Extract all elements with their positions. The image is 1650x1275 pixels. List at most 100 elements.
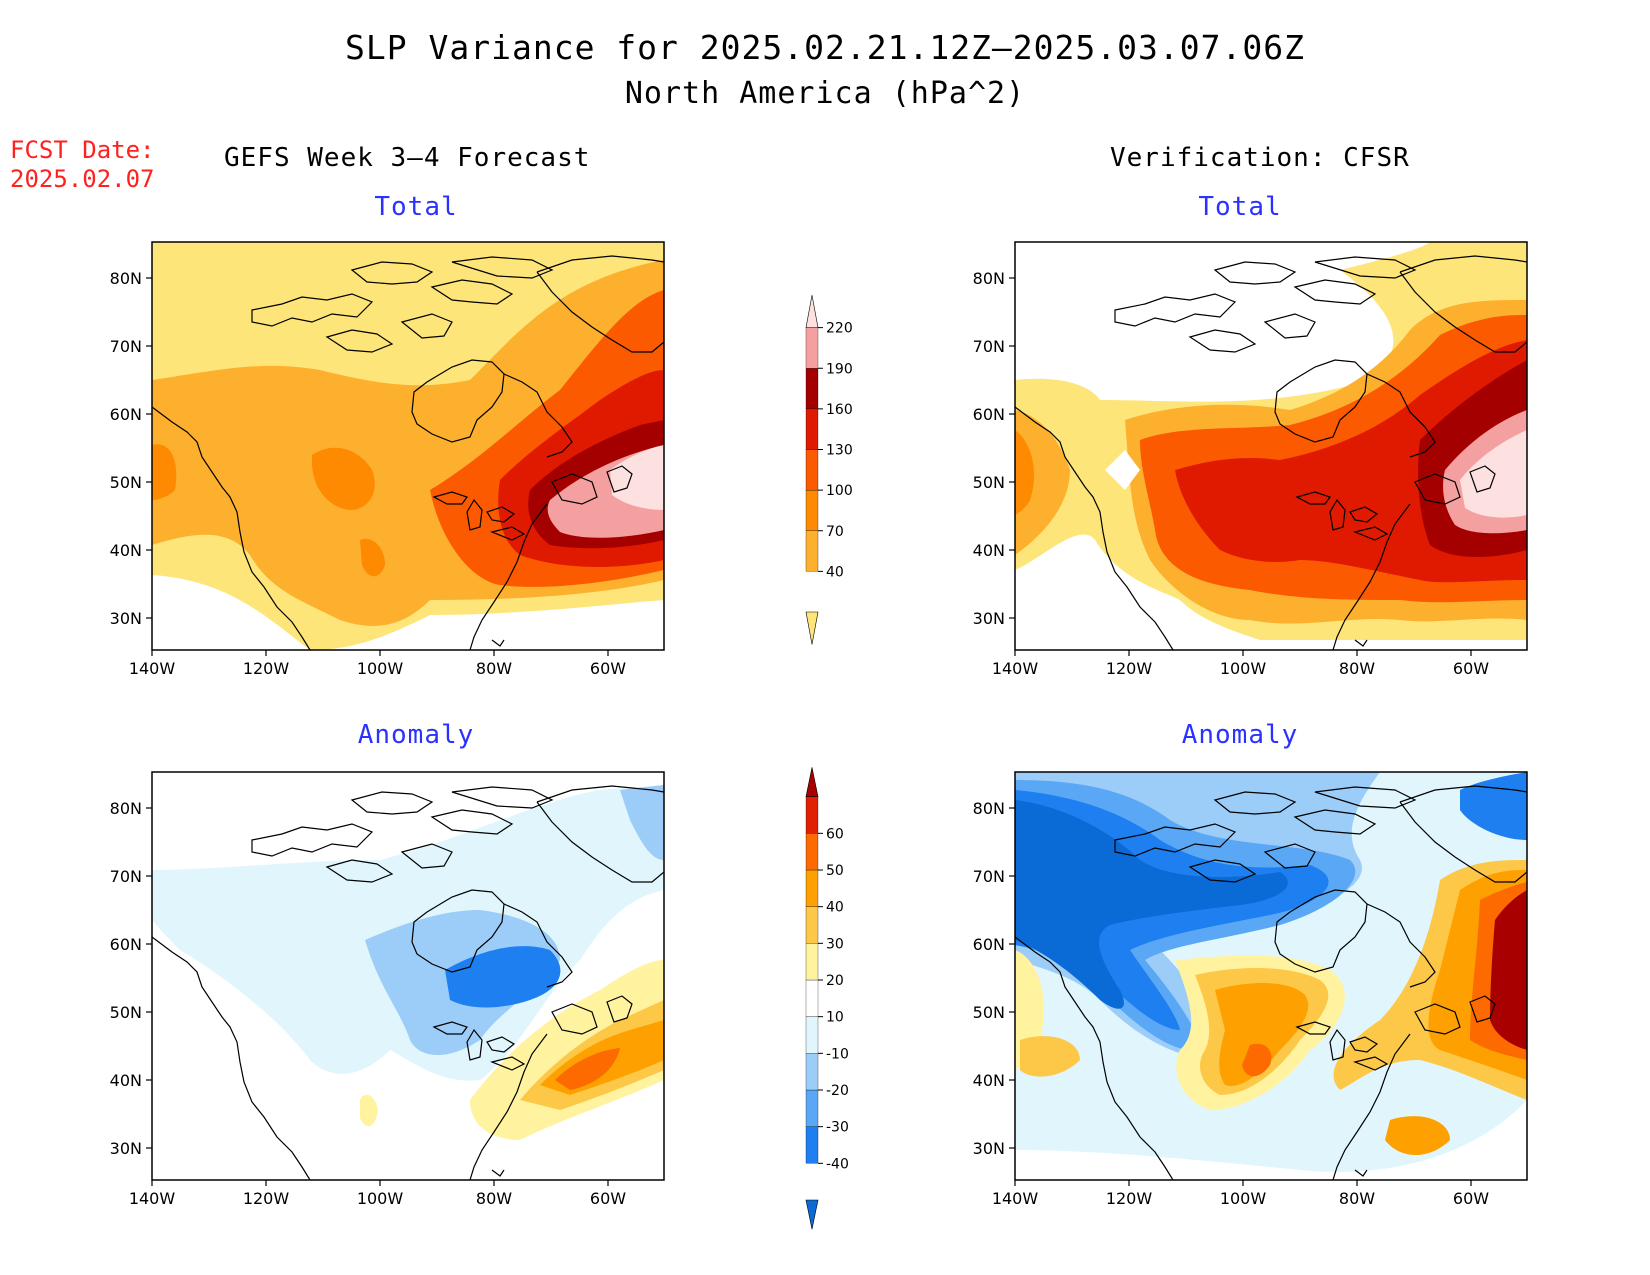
lon-tick-label-verification-total: 60W — [1453, 659, 1489, 678]
colorbar-swatch — [805, 796, 819, 834]
chart-subtitle: North America (hPa^2) — [624, 76, 1026, 111]
colorbar-swatch — [805, 1089, 819, 1127]
colorbar-swatch — [805, 767, 819, 797]
lat-tick-label-forecast-anomaly: 60N — [110, 935, 142, 954]
lon-tick-label-forecast-anomaly: 60W — [590, 1189, 626, 1208]
colorbar-level-label: -40 — [826, 1156, 849, 1172]
lon-tick-label-forecast-total: 120W — [243, 659, 290, 678]
panel-title-verification-anomaly: Anomaly — [1181, 720, 1299, 750]
lon-tick-label-verification-total: 140W — [992, 659, 1039, 678]
lat-tick-label-verification-total: 50N — [973, 473, 1005, 492]
lat-tick-label-forecast-total: 40N — [110, 541, 142, 560]
column-heading-verification: Verification: CFSR — [1110, 143, 1410, 173]
colorbar-swatch — [805, 1126, 819, 1164]
panel-title-forecast-total: Total — [374, 192, 458, 222]
lat-tick-label-verification-anomaly: 80N — [973, 799, 1005, 818]
map-forecast-anomaly — [152, 772, 664, 1180]
lon-tick-label-forecast-total: 60W — [590, 659, 626, 678]
map-verification-total — [1015, 242, 1527, 650]
lat-tick-label-verification-anomaly: 60N — [973, 935, 1005, 954]
colorbar-level-label: 100 — [826, 483, 853, 499]
lon-tick-label-verification-anomaly: 80W — [1339, 1189, 1375, 1208]
colorbar-swatch — [805, 449, 819, 491]
lat-tick-label-verification-total: 40N — [973, 541, 1005, 560]
colorbar-swatch — [805, 1199, 819, 1230]
lon-tick-label-verification-anomaly: 120W — [1106, 1189, 1153, 1208]
colorbar-level-label: 190 — [826, 361, 853, 377]
lat-tick-label-verification-anomaly: 70N — [973, 867, 1005, 886]
colorbar-level-label: 10 — [826, 1010, 844, 1026]
colorbar-swatch — [805, 327, 819, 369]
lat-tick-label-forecast-total: 50N — [110, 473, 142, 492]
map-verification-anomaly — [1015, 772, 1527, 1180]
colorbar-level-label: 70 — [826, 524, 844, 540]
forecast-date-value: 2025.02.07 — [10, 165, 155, 193]
colorbar-level-label: -30 — [826, 1120, 849, 1136]
colorbar-level-label: 220 — [826, 321, 853, 337]
colorbar-anomaly: -40 -30 -20 -10 10 20 30 40 50 60 — [805, 767, 849, 1230]
lat-tick-label-forecast-anomaly: 80N — [110, 799, 142, 818]
lat-tick-label-forecast-anomaly: 30N — [110, 1139, 142, 1158]
lat-tick-label-forecast-total: 60N — [110, 405, 142, 424]
forecast-date-block: FCST Date: 2025.02.07 — [10, 136, 155, 194]
column-heading-forecast: GEFS Week 3–4 Forecast — [224, 143, 591, 173]
lon-tick-label-forecast-total: 100W — [357, 659, 404, 678]
lon-tick-label-forecast-anomaly: 120W — [243, 1189, 290, 1208]
colorbar-level-label: 20 — [826, 973, 844, 989]
colorbar-swatch — [805, 530, 819, 572]
lat-tick-label-verification-total: 80N — [973, 269, 1005, 288]
lat-tick-label-forecast-total: 70N — [110, 337, 142, 356]
colorbar-swatch — [805, 906, 819, 944]
colorbar-swatch — [805, 295, 819, 328]
lon-tick-label-forecast-anomaly: 80W — [476, 1189, 512, 1208]
colorbar-level-label: 50 — [826, 863, 844, 879]
colorbar-swatch — [805, 979, 819, 1017]
lat-tick-label-verification-anomaly: 40N — [973, 1071, 1005, 1090]
lat-tick-label-verification-anomaly: 50N — [973, 1003, 1005, 1022]
colorbar-level-label: -20 — [826, 1083, 849, 1099]
colorbar-level-label: 160 — [826, 402, 853, 418]
colorbar-level-label: 60 — [826, 826, 844, 842]
colorbar-swatch — [805, 943, 819, 981]
colorbar-level-label: 40 — [826, 900, 844, 916]
lat-tick-label-verification-anomaly: 30N — [973, 1139, 1005, 1158]
lon-tick-label-verification-anomaly: 100W — [1220, 1189, 1267, 1208]
lat-tick-label-verification-total: 60N — [973, 405, 1005, 424]
colorbar-total: 40 70 100 130 160 190 220 — [805, 295, 853, 645]
lon-tick-label-verification-total: 100W — [1220, 659, 1267, 678]
lat-tick-label-forecast-anomaly: 50N — [110, 1003, 142, 1022]
lat-tick-label-verification-total: 30N — [973, 609, 1005, 628]
panel-title-forecast-anomaly: Anomaly — [357, 720, 475, 750]
map-forecast-total — [152, 242, 664, 650]
lat-tick-label-forecast-total: 80N — [110, 269, 142, 288]
lon-tick-label-forecast-total: 80W — [476, 659, 512, 678]
colorbar-swatch — [805, 833, 819, 871]
panel-title-verification-total: Total — [1198, 192, 1282, 222]
lon-tick-label-verification-total: 80W — [1339, 659, 1375, 678]
colorbar-swatch — [805, 489, 819, 531]
axes-layer: 80N 70N 60N 50N 40N 30N 140W 120W 100W 80W 60W 80N 7… — [110, 269, 1490, 1208]
colorbar-swatch — [805, 1053, 819, 1091]
colorbar-swatch — [805, 869, 819, 907]
lon-tick-label-verification-anomaly: 60W — [1453, 1189, 1489, 1208]
lat-tick-label-forecast-total: 30N — [110, 609, 142, 628]
forecast-date-label: FCST Date: — [10, 136, 155, 164]
colorbar-swatch — [805, 611, 819, 645]
colorbar-swatch — [805, 408, 819, 450]
lat-tick-label-forecast-anomaly: 40N — [110, 1071, 142, 1090]
chart-title: SLP Variance for 2025.02.21.12Z–2025.03.… — [345, 28, 1305, 67]
lat-tick-label-forecast-anomaly: 70N — [110, 867, 142, 886]
colorbar-swatch — [805, 368, 819, 410]
lon-tick-label-verification-anomaly: 140W — [992, 1189, 1039, 1208]
colorbar-level-label: 130 — [826, 443, 853, 459]
colorbar-level-label: 40 — [826, 564, 844, 580]
lon-tick-label-forecast-anomaly: 100W — [357, 1189, 404, 1208]
colorbar-level-label: -10 — [826, 1046, 849, 1062]
lat-tick-label-verification-total: 70N — [973, 337, 1005, 356]
colorbar-level-label: 30 — [826, 936, 844, 952]
lon-tick-label-forecast-anomaly: 140W — [129, 1189, 176, 1208]
lon-tick-label-verification-total: 120W — [1106, 659, 1153, 678]
colorbar-swatch — [805, 1016, 819, 1054]
lon-tick-label-forecast-total: 140W — [129, 659, 176, 678]
